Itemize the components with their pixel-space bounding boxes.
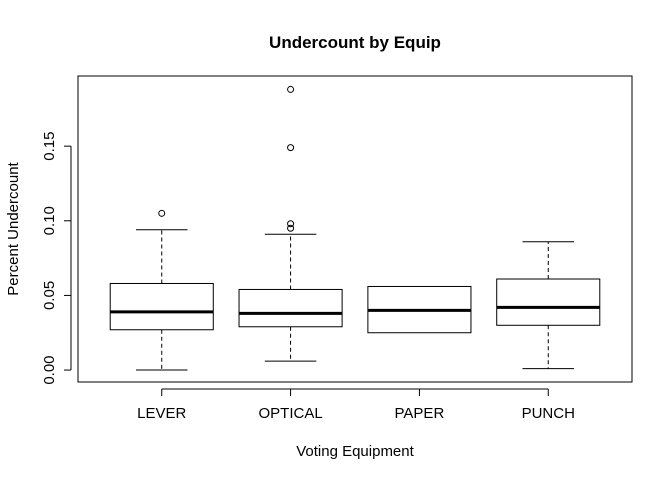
outlier-point	[287, 220, 295, 228]
y-tick-label: 0.00	[41, 355, 58, 384]
box-group-lever	[109, 209, 214, 371]
x-tick-label: LEVER	[137, 405, 186, 422]
x-tick-label: PUNCH	[522, 405, 575, 422]
chart-title: Undercount by Equip	[269, 33, 441, 52]
y-axis-label: Percent Undercount	[5, 161, 22, 295]
plot-frame	[77, 75, 633, 383]
boxes-layer	[109, 85, 601, 371]
outlier-point	[158, 209, 166, 217]
x-tick-label: OPTICAL	[258, 405, 322, 422]
x-axis: LEVER OPTICAL PAPER PUNCH	[137, 388, 575, 422]
outlier-point	[287, 85, 295, 93]
y-tick-label: 0.15	[41, 132, 58, 161]
y-axis: 0.00 0.05 0.10 0.15	[41, 132, 72, 385]
y-tick-label: 0.05	[41, 281, 58, 310]
box-iqr	[109, 282, 214, 331]
box-group-punch	[496, 241, 601, 370]
y-tick-label: 0.10	[41, 206, 58, 235]
box-iqr	[238, 288, 343, 328]
box-group-optical	[238, 85, 343, 362]
box-group-paper	[367, 285, 472, 334]
x-axis-label: Voting Equipment	[296, 443, 414, 460]
outlier-point	[287, 144, 295, 152]
x-tick-label: PAPER	[395, 405, 445, 422]
outlier-point	[287, 224, 295, 232]
box-iqr	[496, 278, 601, 326]
